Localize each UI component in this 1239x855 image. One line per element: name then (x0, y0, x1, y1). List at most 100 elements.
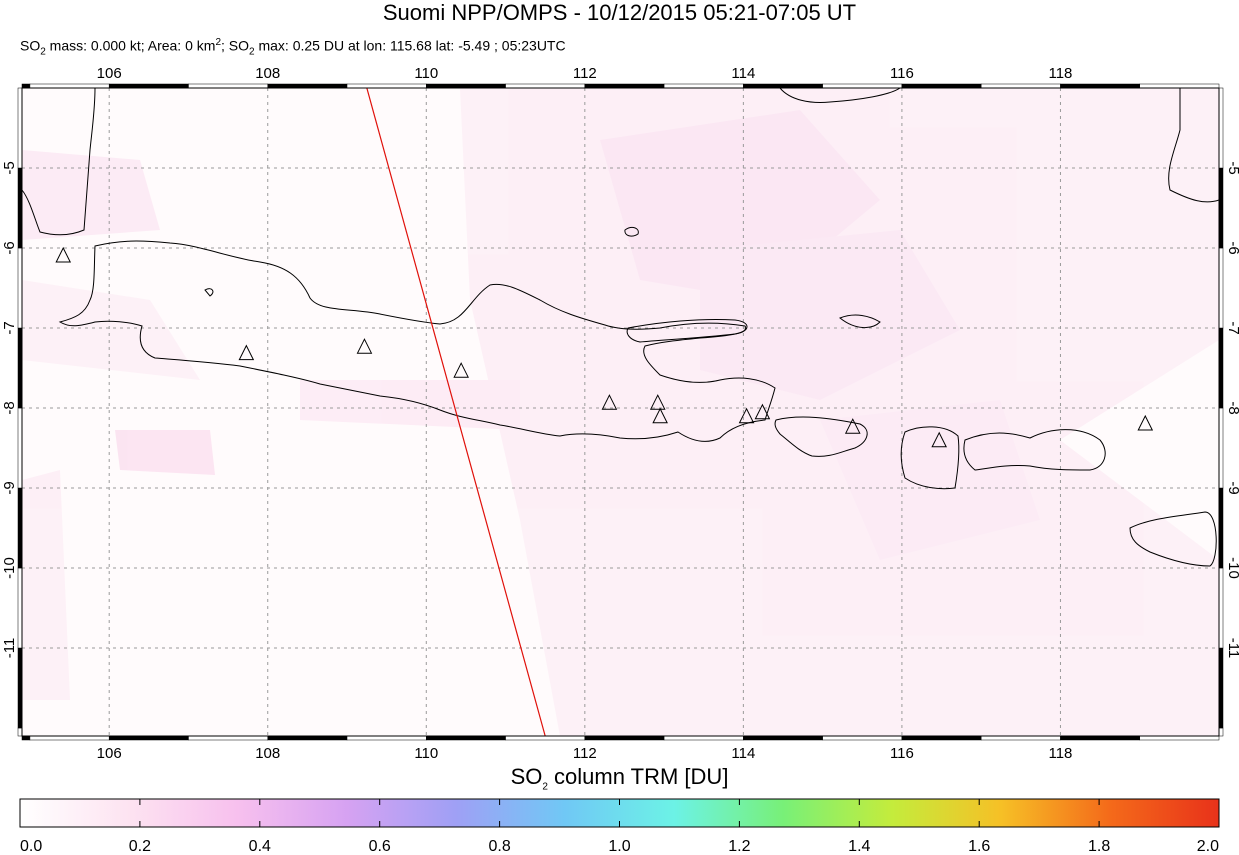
lat-tick-label-right: -9 (1225, 481, 1239, 494)
lat-tick-label-right: -7 (1225, 321, 1239, 334)
volcano-marker (738, 407, 755, 424)
colorbar: 0.0 0.2 0.4 0.6 0.8 1.0 1.2 1.4 1.6 1.8 2.0 (19, 798, 1220, 855)
lat-tick-label-left: -9 (1, 481, 18, 494)
frame-segment-right (1218, 487, 1224, 569)
lat-tick-label-left: -8 (1, 401, 18, 414)
lat-tick-label-left: -11 (1, 638, 18, 659)
madura-coast (626, 318, 748, 343)
colorbar-title: SO2 column TRM [DU] (510, 764, 729, 793)
island-karimun (204, 288, 214, 297)
frame-segment-top (663, 83, 744, 89)
volcano-marker (649, 394, 666, 410)
volcano-marker (844, 418, 861, 434)
frame-segment-bottom (663, 735, 744, 741)
kalimantan-coast (779, 88, 901, 103)
frame-segment-right (1218, 407, 1224, 489)
frame-segment-left (17, 487, 23, 569)
volcano-marker (453, 362, 469, 378)
volcano-marker (601, 394, 618, 410)
volcano-marker (55, 246, 72, 263)
lat-tick-label-left: -5 (1, 161, 18, 174)
frame-segment-bottom (108, 735, 189, 741)
frame-segment-left (17, 727, 23, 737)
frame-segment-right (1218, 567, 1224, 649)
map-subtitle: SO2 mass: 0.000 kt; Area: 0 km2; SO2 max… (20, 37, 566, 58)
frame-segment-top (584, 83, 665, 89)
colorbar-tick-label: 1.8 (1088, 838, 1110, 855)
bali-coast (774, 416, 868, 457)
island-bawean (624, 226, 639, 237)
frame-segment-bottom (901, 735, 982, 741)
map-plot: 106 108 110 112 114 116 118 106 108 110 112 114 116… (1, 65, 1239, 760)
colorbar-tick-label: 0.2 (129, 838, 151, 855)
colorbar-tick-label: 1.2 (728, 838, 750, 855)
lon-tick-label-top: 114 (731, 65, 755, 82)
frame-segment-right (1218, 647, 1224, 729)
colorbar-tick-label: 1.6 (968, 838, 990, 855)
lat-tick-label-right: -10 (1225, 557, 1239, 579)
lat-tick-label-left: -7 (1, 321, 18, 334)
frame-segment-top (743, 83, 823, 89)
frame-segment-top (426, 83, 506, 89)
frame-segment-top (822, 83, 903, 89)
frame-segment-top (346, 83, 427, 89)
lon-tick-label-top: 118 (1048, 65, 1072, 82)
lon-tick-label-top: 116 (890, 65, 914, 82)
frame-segment-top (267, 83, 348, 89)
colorbar-tick-label: 1.0 (608, 838, 630, 855)
sulawesi-coast (1168, 88, 1219, 203)
lon-labels-top: 106 108 110 112 114 116 118 (97, 65, 1073, 82)
lon-tick-label-top: 108 (255, 65, 280, 82)
lombok-coast (900, 426, 960, 490)
frame-segment-bottom (584, 735, 665, 741)
frame-segment-top (1139, 83, 1220, 89)
frame-segment-bottom (21, 735, 31, 741)
frame-segment-top (188, 83, 268, 89)
so2-swath-layer (22, 88, 1219, 736)
frame-segment-left (17, 407, 23, 489)
frame-segment-top (980, 83, 1061, 89)
lon-tick-label-bottom: 108 (255, 745, 280, 760)
lon-tick-label-bottom: 112 (573, 745, 597, 760)
colorbar-tick-label: 2.0 (1197, 838, 1219, 855)
island-kangean (839, 314, 881, 328)
map-frame (17, 83, 1224, 741)
frame-segment-left (17, 327, 23, 409)
map-title: Suomi NPP/OMPS - 10/12/2015 05:21-07:05 … (382, 0, 857, 25)
frame-segment-bottom (267, 735, 348, 741)
frame-segment-top (29, 83, 110, 89)
frame-segment-left (17, 247, 23, 329)
frame-segment-right (1218, 727, 1224, 737)
lon-tick-label-top: 106 (97, 65, 122, 82)
frame-segment-right (1218, 327, 1224, 409)
frame-segment-bottom (980, 735, 1061, 741)
lat-tick-label-left: -10 (1, 557, 18, 579)
frame-segment-right (1218, 247, 1224, 329)
frame-segment-bottom (743, 735, 823, 741)
volcano-marker (931, 431, 947, 448)
frame-segment-bottom (188, 735, 268, 741)
frame-segment-right (1218, 87, 1224, 169)
volcano-markers (55, 246, 1154, 448)
frame-segment-top (505, 83, 586, 89)
lat-tick-label-right: -5 (1225, 161, 1239, 174)
lat-tick-label-left: -6 (1, 241, 18, 254)
volcano-marker (754, 403, 771, 420)
lat-tick-label-right: -6 (1225, 241, 1239, 254)
lat-tick-label-right: -8 (1225, 401, 1239, 414)
frame-segment-left (17, 87, 23, 169)
colorbar-ticks: 0.0 0.2 0.4 0.6 0.8 1.0 1.2 1.4 1.6 1.8 2.0 (19, 799, 1220, 855)
volcano-marker (1137, 414, 1154, 431)
lat-labels-right: -5 -6 -7 -8 -9 -10 -11 (1225, 161, 1239, 658)
colorbar-tick-label: 0.4 (249, 838, 271, 855)
lon-tick-label-bottom: 110 (414, 745, 438, 760)
frame-segment-top (21, 83, 31, 89)
lon-tick-label-bottom: 114 (731, 745, 755, 760)
frame-segment-bottom (29, 735, 110, 741)
lat-labels-left: -5 -6 -7 -8 -9 -10 -11 (1, 161, 18, 658)
colorbar-tick-label: 0.6 (369, 838, 391, 855)
sumbawa-coast (963, 429, 1106, 471)
orbit-track-line (366, 88, 546, 736)
volcano-marker (238, 344, 255, 361)
frame-segment-left (17, 567, 23, 649)
